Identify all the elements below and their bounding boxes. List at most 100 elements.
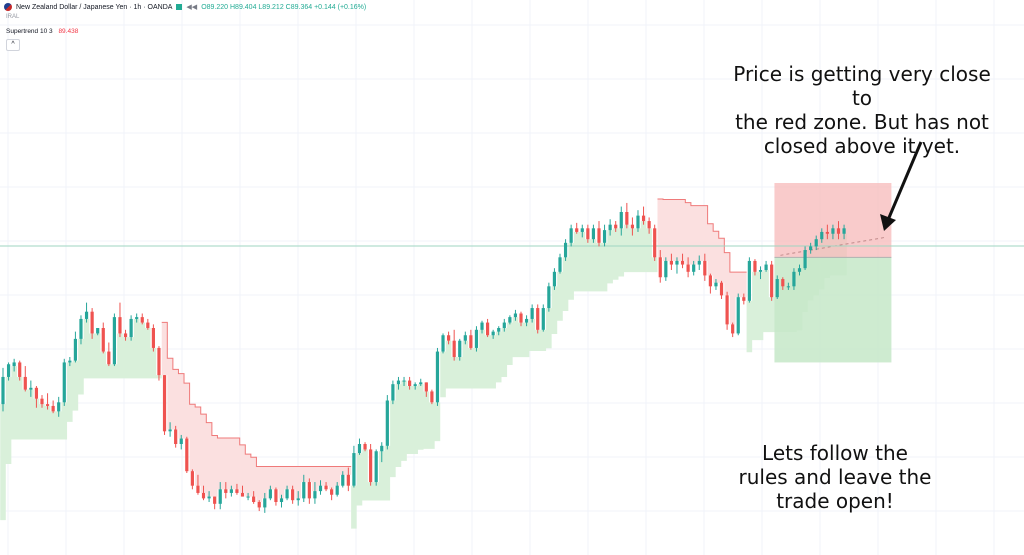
candle-body bbox=[385, 400, 389, 446]
candle bbox=[34, 386, 39, 408]
candle bbox=[591, 224, 596, 243]
replay-icon[interactable]: ◀◀ bbox=[186, 4, 198, 11]
candle-body bbox=[413, 384, 417, 386]
candle-body bbox=[1, 376, 5, 405]
candle-body bbox=[352, 453, 356, 486]
candle bbox=[424, 382, 428, 397]
candle bbox=[809, 242, 813, 254]
candle-body bbox=[285, 489, 289, 499]
candle-body bbox=[697, 260, 701, 265]
candle bbox=[268, 485, 272, 501]
candle bbox=[686, 257, 690, 278]
candle-body bbox=[714, 282, 718, 287]
candle-body bbox=[268, 489, 272, 499]
indicator-label[interactable]: Supertrend 10 3 bbox=[6, 28, 53, 35]
candle-body bbox=[146, 322, 150, 328]
candle-body bbox=[658, 257, 662, 278]
candle-body bbox=[447, 335, 451, 341]
candle-body bbox=[836, 228, 841, 234]
candle-body bbox=[619, 212, 623, 229]
candle bbox=[135, 313, 139, 323]
candle-body bbox=[363, 444, 367, 450]
candle-body bbox=[168, 429, 172, 432]
candle bbox=[396, 376, 401, 390]
candles[interactable] bbox=[1, 202, 846, 513]
symbol-header[interactable]: New Zealand Dollar / Japanese Yen · 1h ·… bbox=[4, 3, 366, 11]
candle bbox=[608, 219, 612, 236]
candle-body bbox=[185, 438, 189, 472]
candle bbox=[229, 485, 233, 497]
candle-body bbox=[775, 279, 779, 298]
candle-body bbox=[452, 340, 456, 357]
candle bbox=[57, 396, 61, 417]
supertrend-uptrend-area bbox=[351, 221, 658, 529]
candle-body bbox=[569, 228, 573, 243]
candle bbox=[469, 329, 473, 350]
candle bbox=[430, 389, 434, 405]
candle-body bbox=[809, 246, 813, 251]
candle-body bbox=[536, 308, 540, 330]
candle-body bbox=[346, 474, 350, 486]
trade-zones[interactable] bbox=[774, 183, 892, 363]
candle bbox=[775, 275, 779, 299]
candle-body bbox=[541, 308, 545, 330]
candle bbox=[736, 293, 740, 336]
candle-body bbox=[213, 496, 217, 504]
annotation-top: Price is getting very close to the red z… bbox=[722, 62, 1002, 158]
candle-body bbox=[40, 398, 44, 405]
candle-body bbox=[602, 230, 607, 243]
candle bbox=[84, 302, 89, 323]
candle bbox=[714, 279, 718, 290]
candle-body bbox=[563, 242, 568, 258]
secondary-label: IRAL bbox=[6, 14, 20, 20]
candle-body bbox=[441, 335, 445, 352]
collapse-legend-button[interactable]: ^ bbox=[6, 39, 20, 51]
candle bbox=[786, 282, 790, 290]
candle-body bbox=[207, 496, 211, 499]
candle bbox=[447, 331, 451, 345]
candle-body bbox=[112, 317, 116, 365]
candle bbox=[580, 224, 584, 238]
annotation-top-line: Price is getting very close to bbox=[733, 62, 991, 110]
candle bbox=[157, 346, 161, 381]
candle bbox=[814, 235, 818, 251]
candle-body bbox=[575, 228, 579, 232]
candle bbox=[463, 331, 467, 345]
candle-body bbox=[68, 360, 72, 363]
candle bbox=[758, 266, 763, 280]
candle bbox=[391, 380, 395, 405]
candle bbox=[90, 308, 94, 339]
candle bbox=[825, 224, 829, 240]
candle-body bbox=[96, 328, 100, 334]
candle-body bbox=[101, 328, 105, 352]
candle-body bbox=[614, 224, 618, 229]
candle-body bbox=[692, 264, 696, 272]
candle bbox=[563, 239, 568, 261]
candle-body bbox=[680, 260, 685, 265]
candle bbox=[708, 273, 712, 294]
candle-body bbox=[480, 322, 484, 330]
candle-body bbox=[792, 271, 796, 287]
candle-body bbox=[302, 482, 306, 499]
symbol-title[interactable]: New Zealand Dollar / Japanese Yen · 1h ·… bbox=[16, 3, 173, 11]
candle-body bbox=[508, 317, 512, 323]
candle bbox=[73, 331, 78, 363]
candle bbox=[803, 246, 807, 270]
candle bbox=[586, 224, 590, 243]
candle-body bbox=[235, 489, 239, 493]
candle-body bbox=[786, 286, 790, 288]
candle bbox=[218, 482, 222, 510]
candle-body bbox=[357, 444, 362, 454]
annotation-bottom-line: Lets follow the bbox=[762, 441, 908, 465]
candle bbox=[363, 442, 367, 452]
candle bbox=[307, 478, 311, 504]
indicator-legend[interactable]: Supertrend 10 3 89.438 bbox=[6, 28, 78, 35]
candle bbox=[636, 210, 640, 232]
candle bbox=[675, 257, 679, 274]
candle bbox=[680, 253, 685, 269]
candle-body bbox=[140, 317, 144, 323]
candle bbox=[441, 333, 445, 354]
candle bbox=[313, 482, 317, 504]
candle bbox=[669, 253, 673, 270]
